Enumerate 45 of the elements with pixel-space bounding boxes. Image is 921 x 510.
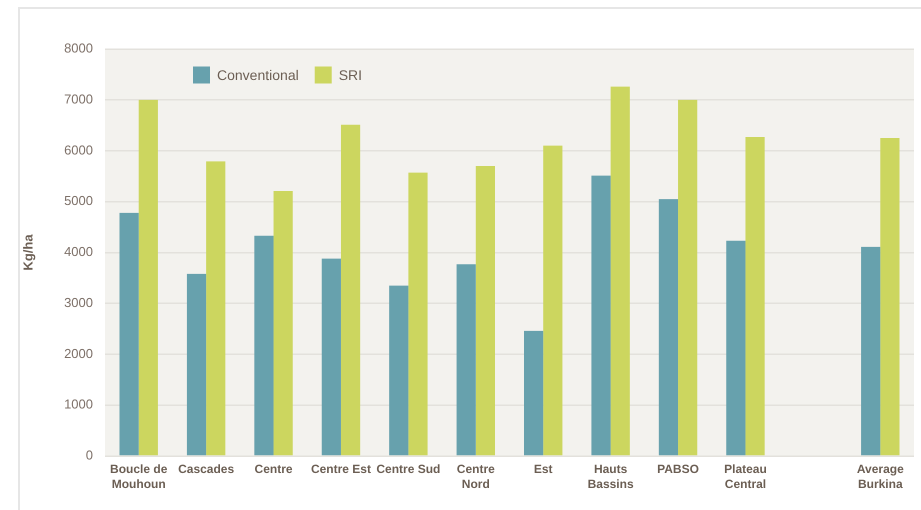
- bar: [861, 246, 880, 456]
- x-tick-label: Est: [534, 462, 553, 476]
- bar: [678, 100, 698, 456]
- y-tick-label: 3000: [64, 294, 93, 310]
- bar: [119, 212, 139, 456]
- y-tick-label: 8000: [64, 40, 93, 56]
- x-tick-label: Centre Sud: [376, 462, 440, 476]
- bar: [543, 146, 562, 456]
- legend-label: Conventional: [217, 66, 299, 83]
- bar: [340, 124, 360, 456]
- y-tick-label: 1000: [64, 396, 93, 412]
- bar: [254, 236, 274, 456]
- bar: [880, 138, 900, 456]
- x-tick-label: Cascades: [178, 462, 234, 476]
- bar: [274, 190, 293, 456]
- y-axis-title: Kg/ha: [20, 234, 36, 271]
- x-tick-label: Boucle de Mouhoun: [110, 462, 168, 491]
- y-tick-label: 0: [86, 448, 93, 463]
- bar: [658, 199, 678, 456]
- x-tick-label: Centre Est: [310, 462, 371, 476]
- y-tick-label: 4000: [64, 244, 93, 260]
- bar: [138, 100, 158, 456]
- y-tick-label: 2000: [64, 346, 93, 361]
- x-tick-label: PABSO: [657, 462, 699, 476]
- x-tick-label: Centre Nord: [456, 462, 496, 491]
- bar: [206, 161, 226, 456]
- x-tick-label: Hauts Bassins: [588, 462, 634, 491]
- bar: [456, 264, 476, 456]
- bar: [408, 172, 428, 456]
- bar: [524, 330, 544, 456]
- bar: [726, 240, 746, 456]
- bar: [476, 166, 496, 456]
- x-tick-label: Centre: [254, 462, 293, 476]
- bar: [745, 137, 765, 456]
- bar: [591, 176, 611, 456]
- bar: [389, 286, 408, 456]
- bar: [610, 86, 630, 456]
- y-tick-label: 7000: [64, 91, 93, 106]
- x-tick-label: Plateau Central: [724, 462, 767, 491]
- bar: [186, 274, 206, 456]
- legend-label: SRI: [338, 66, 362, 83]
- y-tick-label: 6000: [64, 142, 93, 158]
- x-tick-label: Average Burkina: [856, 462, 904, 491]
- y-tick-label: 5000: [64, 193, 93, 208]
- bar: [322, 258, 341, 456]
